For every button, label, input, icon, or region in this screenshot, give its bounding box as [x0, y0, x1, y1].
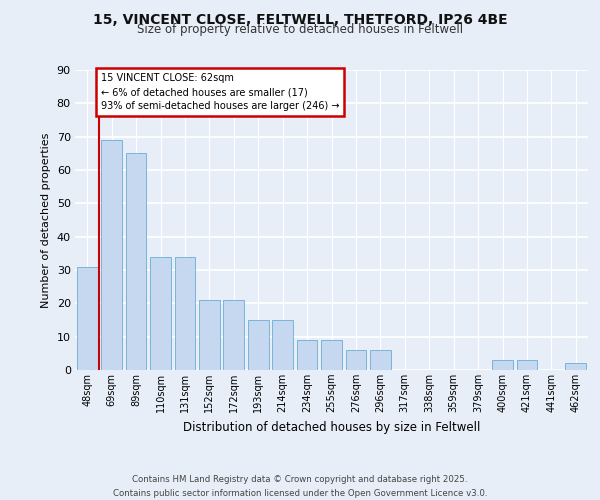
- Bar: [77, 266, 98, 370]
- X-axis label: Distribution of detached houses by size in Feltwell: Distribution of detached houses by size …: [183, 420, 480, 434]
- Bar: [321, 340, 342, 370]
- Bar: [565, 364, 586, 370]
- Bar: [517, 360, 538, 370]
- Bar: [492, 360, 513, 370]
- Text: 15 VINCENT CLOSE: 62sqm
← 6% of detached houses are smaller (17)
93% of semi-det: 15 VINCENT CLOSE: 62sqm ← 6% of detached…: [101, 74, 339, 112]
- Y-axis label: Number of detached properties: Number of detached properties: [41, 132, 51, 308]
- Bar: [223, 300, 244, 370]
- Bar: [175, 256, 196, 370]
- Bar: [272, 320, 293, 370]
- Text: Size of property relative to detached houses in Feltwell: Size of property relative to detached ho…: [137, 22, 463, 36]
- Bar: [370, 350, 391, 370]
- Bar: [125, 154, 146, 370]
- Text: Contains HM Land Registry data © Crown copyright and database right 2025.
Contai: Contains HM Land Registry data © Crown c…: [113, 476, 487, 498]
- Text: 15, VINCENT CLOSE, FELTWELL, THETFORD, IP26 4BE: 15, VINCENT CLOSE, FELTWELL, THETFORD, I…: [92, 12, 508, 26]
- Bar: [296, 340, 317, 370]
- Bar: [346, 350, 367, 370]
- Bar: [248, 320, 269, 370]
- Bar: [199, 300, 220, 370]
- Bar: [150, 256, 171, 370]
- Bar: [101, 140, 122, 370]
